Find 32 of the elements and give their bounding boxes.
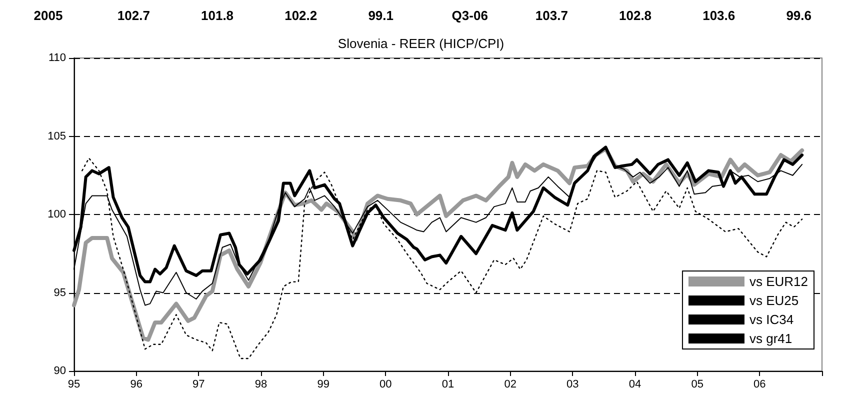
y-tick-label: 100 <box>48 208 66 220</box>
x-tick-label: 06 <box>754 378 766 390</box>
legend-label: vs gr41 <box>749 331 792 346</box>
x-tick-label: 04 <box>628 378 642 390</box>
text: 2005 <box>34 8 63 23</box>
legend-label: vs EU25 <box>749 293 799 308</box>
text: Q3-06 <box>452 8 488 23</box>
text: 102.7 <box>117 8 150 23</box>
x-tick-label: 98 <box>254 378 268 390</box>
x-tick-label: 99 <box>317 378 330 390</box>
y-tick-label: 95 <box>54 286 66 299</box>
x-tick-label: 03 <box>566 378 579 390</box>
text: 102.2 <box>284 8 318 23</box>
x-tick-label: 97 <box>192 378 205 390</box>
text: 101.8 <box>201 8 234 23</box>
chart-title: Slovenia - REER (HICP/CPI) <box>338 36 504 51</box>
x-tick-label: 00 <box>380 378 392 390</box>
text: 99.6 <box>786 8 812 23</box>
y-tick-label: 90 <box>54 365 66 377</box>
x-tick-label: 01 <box>442 378 454 390</box>
x-tick-label: 95 <box>68 378 80 390</box>
x-tick-label: 96 <box>130 378 142 390</box>
y-tick-label: 110 <box>48 52 66 64</box>
text: 99.1 <box>368 8 394 23</box>
y-tick-label: 105 <box>48 130 66 142</box>
text: 103.7 <box>535 8 568 23</box>
text: 102.8 <box>619 8 652 23</box>
legend-label: vs IC34 <box>749 312 794 327</box>
text: 103.6 <box>702 8 736 23</box>
x-tick-label: 02 <box>504 378 516 390</box>
legend-label: vs EUR12 <box>749 274 808 289</box>
x-tick-label: 05 <box>691 378 704 390</box>
